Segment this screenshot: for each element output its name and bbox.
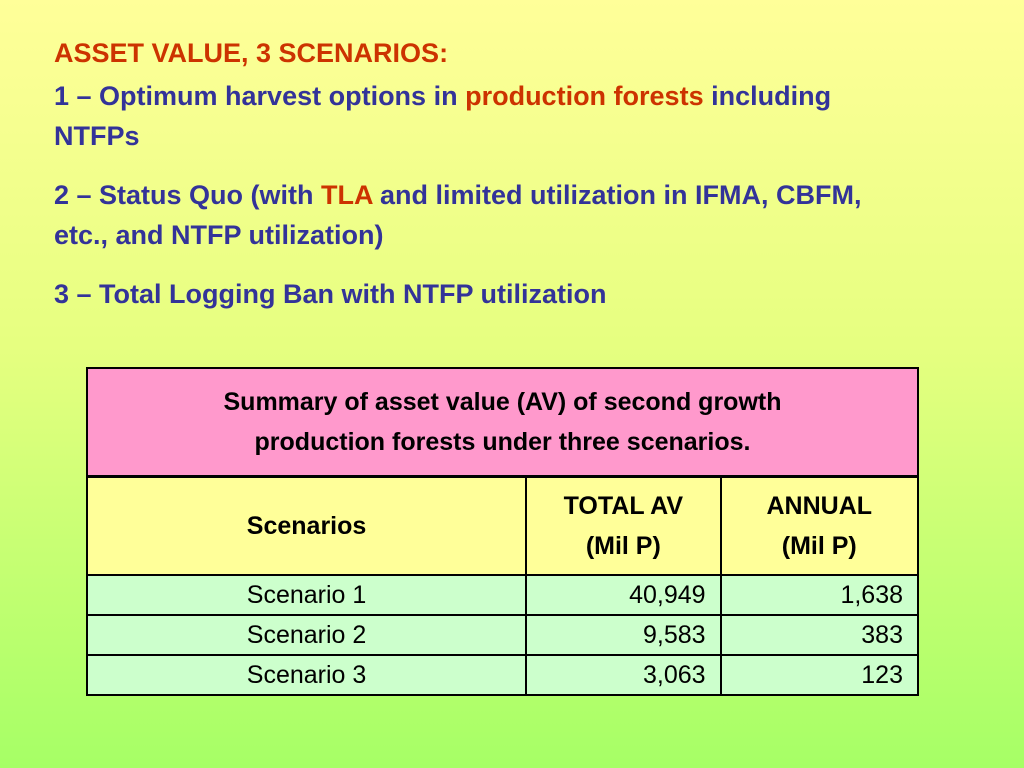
slide-text: ASSET VALUE, 3 SCENARIOS: 1 – Optimum ha… — [54, 34, 904, 333]
table-caption-line-1: Summary of asset value (AV) of second gr… — [223, 388, 782, 416]
header-annual: ANNUAL (Mil P) — [719, 475, 920, 576]
scenario-2-accent: TLA — [321, 180, 373, 210]
scenario-3-description: 3 – Total Logging Ban with NTFP utilizat… — [54, 279, 607, 309]
row-annual: 123 — [719, 654, 920, 696]
scenario-2-suffix: and limited utilization in IFMA, CBFM, e… — [54, 180, 862, 250]
scenario-1-description: 1 – Optimum harvest options in productio… — [54, 76, 904, 156]
row-scenario: Scenario 1 — [85, 574, 528, 616]
header-annual-line-2: (Mil P) — [781, 532, 857, 560]
table-caption-row: Summary of asset value (AV) of second gr… — [86, 367, 919, 478]
header-total-av-line-1: TOTAL AV — [563, 492, 684, 520]
scenario-1-accent: production forests — [465, 81, 704, 111]
row-total-av: 40,949 — [525, 574, 722, 616]
table-caption: Summary of asset value (AV) of second gr… — [86, 367, 919, 478]
table-row: Scenario 3 3,063 123 — [85, 654, 920, 696]
row-scenario: Scenario 3 — [85, 654, 528, 696]
asset-value-table: Summary of asset value (AV) of second gr… — [85, 367, 920, 696]
scenario-1-prefix: 1 – Optimum harvest options in — [54, 81, 466, 111]
scenario-1-suffix: including NTFPs — [54, 81, 832, 151]
table-caption-line-2: production forests under three scenarios… — [254, 428, 751, 456]
row-total-av: 9,583 — [525, 614, 722, 656]
table-row: Scenario 2 9,583 383 — [85, 614, 920, 656]
header-scenarios: Scenarios — [85, 475, 528, 576]
row-annual: 383 — [719, 614, 920, 656]
scenario-2-description: 2 – Status Quo (with TLA and limited uti… — [54, 175, 904, 255]
slide-heading: ASSET VALUE, 3 SCENARIOS: — [54, 38, 449, 68]
row-scenario: Scenario 2 — [85, 614, 528, 656]
scenario-2-prefix: 2 – Status Quo (with — [54, 180, 322, 210]
header-total-av-line-2: (Mil P) — [585, 532, 661, 560]
header-annual-line-1: ANNUAL — [766, 492, 873, 520]
table-row: Scenario 1 40,949 1,638 — [85, 574, 920, 616]
row-annual: 1,638 — [719, 574, 920, 616]
table-header-row: Scenarios TOTAL AV (Mil P) ANNUAL (Mil P… — [85, 475, 920, 576]
header-total-av: TOTAL AV (Mil P) — [525, 475, 722, 576]
row-total-av: 3,063 — [525, 654, 722, 696]
